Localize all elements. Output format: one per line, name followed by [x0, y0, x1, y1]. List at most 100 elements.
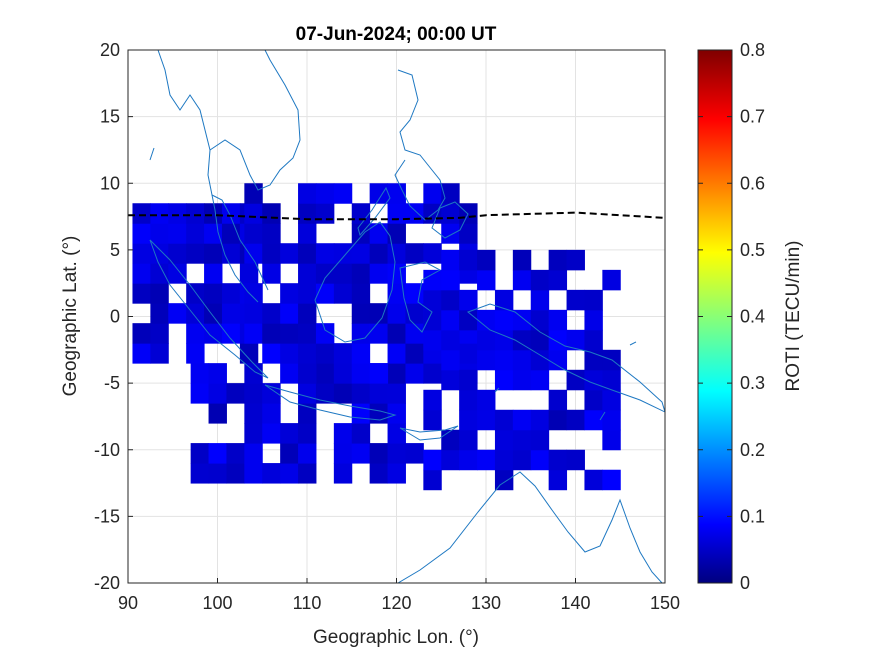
x-tick-label: 90: [118, 593, 138, 613]
roti-cell: [208, 363, 227, 384]
roti-cell: [351, 263, 371, 284]
roti-cell: [494, 289, 514, 311]
coastline-palawan: [357, 186, 391, 237]
roti-cell: [226, 383, 245, 404]
roti-cell: [369, 383, 389, 404]
roti-cell: [530, 429, 550, 451]
roti-cell: [566, 409, 585, 431]
roti-cell: [244, 443, 263, 464]
coastline-philippines: [394, 69, 446, 221]
roti-cell: [441, 329, 460, 351]
roti-cell: [369, 443, 389, 464]
roti-cell: [387, 383, 406, 404]
roti-cell: [387, 403, 406, 424]
roti-cell: [315, 203, 335, 224]
roti-cell: [459, 409, 478, 431]
colorbar-tick-label: 0.8: [740, 40, 765, 60]
roti-cell: [298, 203, 317, 224]
x-tick-label: 110: [293, 593, 322, 613]
roti-cell: [369, 223, 389, 244]
roti-cell: [244, 323, 263, 344]
roti-cell: [351, 243, 371, 264]
roti-cell: [584, 309, 603, 331]
roti-cell: [298, 263, 317, 284]
roti-cell: [351, 283, 371, 304]
roti-cell: [298, 303, 317, 324]
roti-cell: [186, 203, 205, 224]
roti-cell: [150, 203, 169, 224]
roti-cell: [186, 223, 205, 244]
roti-cell: [315, 343, 335, 364]
roti-cell: [387, 223, 406, 244]
roti-cell: [208, 443, 227, 464]
roti-cell: [387, 363, 406, 384]
roti-cell: [333, 263, 353, 284]
roti-cell: [244, 363, 263, 384]
roti-cell: [423, 269, 442, 291]
y-axis-ticks: 20 15 10 5 0 -5 -10 -15 -20: [94, 40, 133, 593]
roti-cell: [405, 363, 424, 384]
roti-cell: [477, 389, 496, 411]
roti-cell: [548, 329, 568, 351]
roti-cell: [244, 383, 263, 404]
roti-cell: [315, 263, 335, 284]
colorbar-tick-label: 0.1: [740, 506, 765, 526]
roti-cell: [566, 329, 585, 351]
roti-cell: [441, 203, 460, 224]
roti-cell: [226, 463, 245, 484]
y-tick-label: 20: [100, 40, 120, 60]
roti-cell: [387, 323, 406, 344]
roti-cell: [239, 263, 259, 284]
roti-cell: [584, 289, 603, 311]
roti-cell: [204, 243, 223, 264]
roti-cell: [566, 249, 585, 271]
coastline-java: [264, 384, 397, 421]
roti-cell: [298, 283, 317, 304]
roti-cell: [494, 329, 514, 351]
roti-cell: [150, 303, 169, 324]
roti-cell: [459, 289, 478, 311]
coastline-lesser-sunda: [399, 425, 459, 441]
roti-cell: [441, 369, 460, 391]
roti-cell: [150, 263, 169, 284]
roti-cell: [441, 429, 460, 451]
roti-cell: [405, 283, 424, 304]
roti-cell: [512, 249, 532, 271]
x-tick-label: 120: [381, 593, 411, 613]
roti-cell: [441, 289, 460, 311]
coastline-borneo: [314, 221, 396, 343]
roti-cell: [369, 403, 389, 424]
roti-cell: [494, 409, 514, 431]
roti-cell: [168, 303, 187, 324]
roti-cell: [405, 343, 424, 364]
roti-cell: [132, 243, 151, 264]
roti-cell: [459, 203, 478, 224]
roti-cell: [351, 323, 371, 344]
coastline-australia: [397, 471, 663, 583]
y-axis-label: Geographic Lat. (°): [60, 236, 81, 397]
roti-cell: [315, 183, 335, 204]
roti-cell: [477, 249, 496, 271]
roti-cell: [262, 223, 281, 244]
roti-cell: [423, 469, 442, 491]
roti-cell: [512, 349, 532, 371]
roti-cell: [387, 243, 406, 264]
roti-cell: [441, 269, 460, 291]
roti-cell: [387, 423, 406, 444]
roti-cell: [530, 329, 550, 351]
roti-cell: [244, 303, 263, 324]
roti-cell: [351, 423, 371, 444]
roti-cell: [441, 223, 460, 244]
roti-cell: [168, 203, 187, 224]
coastline-small-islands: [149, 147, 637, 421]
colorbar-ticks: 0.8 0.7 0.6 0.5 0.4 0.3 0.2 0.1 0: [698, 40, 765, 593]
x-tick-label: 140: [560, 593, 590, 613]
roti-cell: [204, 263, 223, 284]
roti-cell: [221, 303, 241, 324]
roti-cell: [280, 303, 299, 324]
roti-cell: [512, 429, 532, 451]
roti-cell: [132, 203, 151, 224]
roti-cell: [315, 323, 335, 344]
roti-cell: [333, 343, 353, 364]
chart-title: 07-Jun-2024; 00:00 UT: [296, 24, 497, 45]
